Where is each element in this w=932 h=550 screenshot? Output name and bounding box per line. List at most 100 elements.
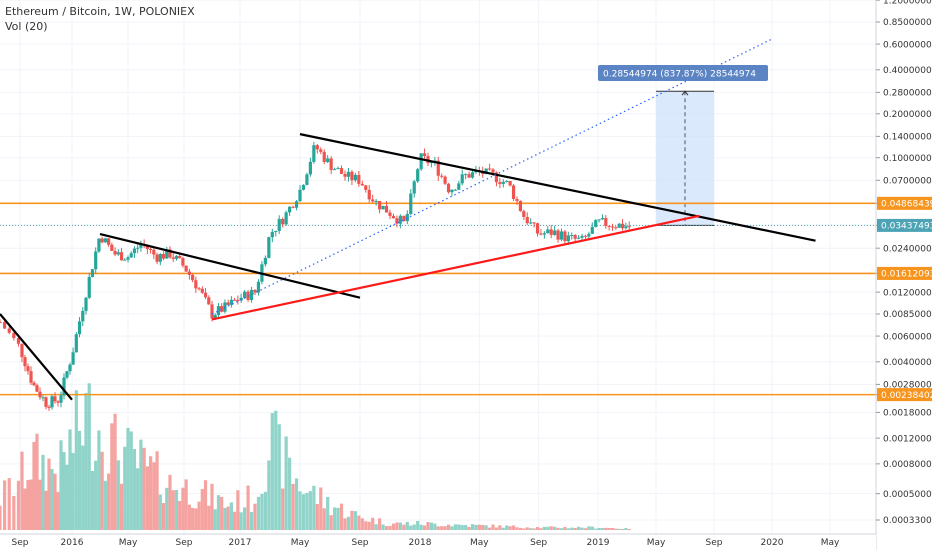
x-tick-label: Sep <box>530 538 547 548</box>
volume-bar <box>573 527 577 530</box>
candle-body <box>607 225 611 227</box>
price-tag-label: 0.00238402 <box>881 391 932 401</box>
candle-body <box>291 206 295 208</box>
volume-bar <box>627 529 631 530</box>
candle-body <box>123 259 127 261</box>
candle-body <box>501 181 505 184</box>
volume-bar <box>378 518 382 530</box>
volume-bar <box>577 526 581 530</box>
volume-bar <box>155 451 159 530</box>
candle-body <box>229 299 233 305</box>
volume-bar <box>288 457 292 530</box>
candle-body <box>178 255 182 259</box>
symbol-title[interactable]: Ethereum / Bitcoin, 1W, POLONIEX <box>5 5 195 18</box>
candle-body <box>187 271 191 275</box>
candle-body <box>110 244 114 251</box>
volume-bar <box>508 526 512 530</box>
y-tick-label: 0.00600000 <box>883 332 932 342</box>
volume-bar <box>580 527 584 530</box>
volume-bar <box>587 526 591 530</box>
volume-bar <box>47 458 51 530</box>
volume-bar <box>267 460 271 530</box>
volume-bar <box>440 526 444 530</box>
candle-body <box>429 162 434 164</box>
candle-body <box>263 257 267 265</box>
y-tick-label: 0.00280000 <box>883 381 932 391</box>
volume-bar <box>474 524 478 530</box>
measurement-tag: 0.28544974 (837.87%) 28544974 <box>598 65 768 81</box>
volume-bar <box>343 518 347 530</box>
volume-bar <box>322 508 326 530</box>
volume-bar <box>374 524 378 530</box>
candle-body <box>405 213 409 222</box>
volume-bar <box>494 527 499 530</box>
trendlines <box>0 38 816 401</box>
candle-body <box>38 391 42 398</box>
volume-bar <box>614 528 618 530</box>
y-tick-label: 0.14000000 <box>883 133 932 143</box>
candle-body <box>522 211 526 217</box>
candle-body <box>12 332 16 338</box>
candle-body <box>155 254 159 262</box>
candle-body <box>74 334 78 353</box>
volume-bar <box>597 527 601 530</box>
candle-body <box>32 382 36 386</box>
candle-body <box>398 215 402 224</box>
volume-bar <box>371 517 375 530</box>
candle-body <box>97 238 101 252</box>
volume-bar <box>384 526 389 530</box>
volume-bar <box>433 523 437 530</box>
x-tick-label: Sep <box>706 538 723 548</box>
candle-body <box>256 281 261 293</box>
volume-bar <box>511 525 516 530</box>
volume-bar <box>194 508 198 530</box>
candle-body <box>47 406 51 408</box>
candle-body <box>494 172 499 183</box>
y-tick-label: 0.40000000 <box>883 66 932 76</box>
volume-bar <box>20 451 24 530</box>
candle-body <box>56 401 60 403</box>
volume-bar <box>59 440 63 530</box>
volume-bar <box>529 528 533 530</box>
candle-body <box>94 251 98 270</box>
volume-bar <box>246 485 250 530</box>
volume-bar <box>339 503 344 530</box>
candle-body <box>566 235 570 242</box>
volume-bar <box>123 446 127 530</box>
candle-body <box>539 233 543 235</box>
volume-bar <box>263 491 267 530</box>
volume-bar <box>620 528 625 530</box>
volume-bar <box>409 525 413 530</box>
volume-bar <box>539 528 543 530</box>
y-tick-label: 0.00033000 <box>883 516 932 526</box>
volume-bar <box>233 511 237 530</box>
candle-body <box>453 189 457 191</box>
candle-body <box>184 265 188 272</box>
volume-bar <box>357 515 361 530</box>
horizontal-levels <box>0 202 876 396</box>
candle-body <box>294 201 299 208</box>
volume-bar <box>329 515 333 530</box>
candle-body <box>171 257 175 259</box>
volume-bar <box>617 528 621 530</box>
candle-body <box>7 328 11 333</box>
candle-body <box>556 230 560 240</box>
volume-bar <box>23 488 27 530</box>
candle-body <box>16 337 21 344</box>
volume-bar <box>312 485 316 530</box>
volume-indicator-label[interactable]: Vol (20) <box>5 20 48 33</box>
candle-body <box>604 218 608 226</box>
candle-body <box>288 206 292 213</box>
volume-bar <box>450 526 454 530</box>
volume-bar <box>0 505 2 530</box>
volume-bar <box>35 433 39 530</box>
volume-bar <box>210 483 214 530</box>
candle-body <box>484 168 488 174</box>
candle-body <box>391 215 396 219</box>
volume-bar <box>174 490 179 530</box>
volume-bar <box>353 511 357 530</box>
volume-bar <box>333 507 337 530</box>
candle-body <box>158 253 162 262</box>
volume-bar <box>590 526 594 530</box>
